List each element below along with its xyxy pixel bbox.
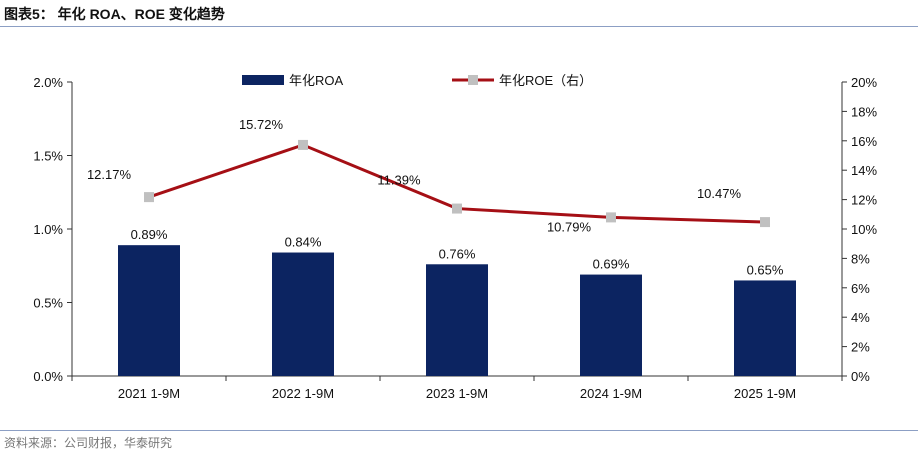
y-left-tick-label: 0.5% [33, 296, 63, 311]
legend-roe-marker [468, 75, 478, 85]
roe-marker [144, 192, 154, 203]
x-tick-label: 2023 1-9M [426, 386, 488, 401]
roe-data-label: 10.79% [547, 219, 592, 234]
source-note: 资料来源：公司财报，华泰研究 [4, 436, 173, 450]
legend-roa-label: 年化ROA [289, 73, 344, 88]
y-right-tick-label: 14% [851, 163, 877, 178]
y-right-tick-label: 4% [851, 310, 870, 325]
roe-data-label: 11.39% [377, 173, 421, 188]
y-right-tick-label: 18% [851, 104, 877, 119]
x-tick-label: 2021 1-9M [118, 386, 180, 401]
y-right-tick-label: 8% [851, 251, 870, 266]
roa-bar-label: 0.76% [439, 246, 476, 261]
x-tick-label: 2024 1-9M [580, 386, 642, 401]
roa-bar [734, 280, 796, 376]
roe-data-label: 15.72% [239, 117, 284, 132]
roa-bar [580, 274, 642, 376]
roe-data-label: 12.17% [87, 167, 132, 182]
y-left-tick-label: 1.5% [33, 149, 63, 164]
y-right-tick-label: 16% [851, 134, 877, 149]
roe-marker [760, 217, 770, 228]
roe-marker [606, 212, 616, 223]
roe-marker [298, 139, 308, 150]
roa-bar-label: 0.89% [131, 227, 168, 242]
roe-marker [452, 203, 462, 214]
figure-title: 图表5： 年化 ROA、ROE 变化趋势 [4, 6, 225, 22]
roa-bar-label: 0.84% [285, 235, 322, 250]
y-right-tick-label: 6% [851, 281, 870, 296]
y-right-tick-label: 2% [851, 340, 870, 355]
legend-roe-label: 年化ROE（右） [499, 73, 592, 88]
y-left-tick-label: 1.0% [33, 222, 63, 237]
roe-data-label: 10.47% [697, 186, 742, 201]
y-right-tick-label: 12% [851, 193, 877, 208]
title-divider [0, 26, 918, 27]
roa-bar-label: 0.69% [593, 257, 630, 272]
footer-divider [0, 430, 918, 431]
x-tick-label: 2022 1-9M [272, 386, 334, 401]
y-left-tick-label: 2.0% [33, 75, 63, 90]
y-right-tick-label: 0% [851, 369, 870, 384]
roa-bar [118, 245, 180, 376]
roa-bar [272, 252, 334, 376]
y-left-tick-label: 0.0% [33, 369, 63, 384]
chart-area: 0.0% 0.5% 1.0% 1.5% 2.0% 0% 2% 4% 6% 8% 10% 12% 14% 1… [33, 73, 877, 401]
x-tick-label: 2025 1-9M [734, 386, 796, 401]
roa-bar-label: 0.65% [747, 262, 784, 277]
y-right-tick-label: 10% [851, 222, 877, 237]
y-right-tick-label: 20% [851, 75, 877, 90]
legend-roa-swatch [242, 75, 284, 85]
roa-bar [426, 264, 488, 376]
